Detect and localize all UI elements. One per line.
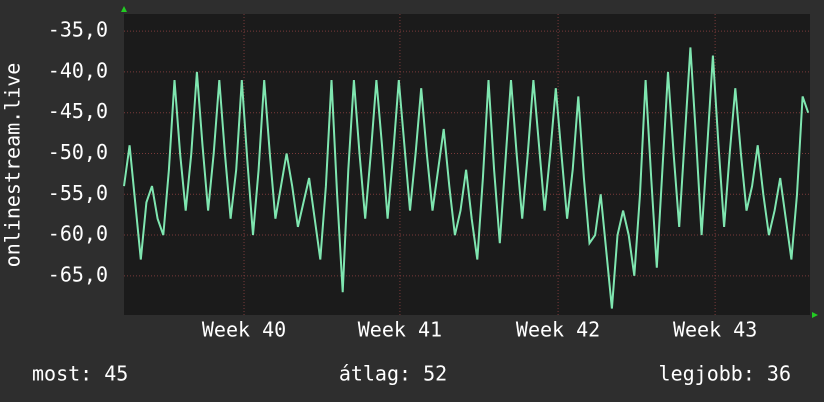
y-tick-label: -45,0: [48, 99, 108, 123]
y-axis-label: onlinestream.live: [1, 63, 25, 268]
stat-average: átlag: 52: [339, 362, 447, 386]
axis-arrow: [121, 6, 127, 12]
axis-arrow: [812, 312, 818, 318]
y-tick-label: -40,0: [48, 58, 108, 82]
y-tick-label: -60,0: [48, 222, 108, 246]
stat-current: most: 45: [32, 362, 128, 386]
y-tick-label: -65,0: [48, 262, 108, 286]
x-tick-label: Week 43: [673, 318, 757, 342]
x-tick-label: Week 41: [358, 318, 442, 342]
x-tick-label: Week 42: [516, 318, 600, 342]
y-tick-label: -50,0: [48, 140, 108, 164]
y-tick-label: -35,0: [48, 18, 108, 42]
x-tick-label: Week 40: [202, 318, 286, 342]
plot-area: [124, 14, 810, 315]
data-line: [123, 47, 810, 309]
y-tick-label: -55,0: [48, 181, 108, 205]
stat-best: legjobb: 36: [659, 362, 791, 386]
